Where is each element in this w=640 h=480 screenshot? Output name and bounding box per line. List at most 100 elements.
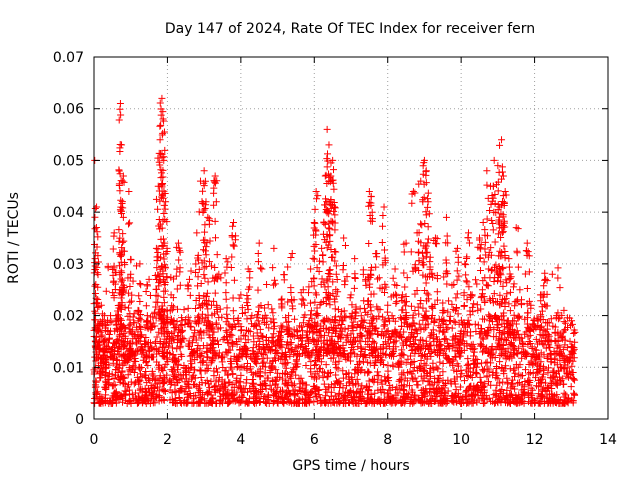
data-point [340, 392, 348, 400]
data-point [490, 278, 498, 286]
data-point [331, 392, 339, 400]
data-point [204, 213, 212, 221]
data-point [134, 307, 142, 315]
data-point [474, 359, 482, 367]
data-point [159, 179, 167, 187]
data-point [527, 359, 535, 367]
data-point [118, 323, 126, 331]
data-point [568, 348, 576, 356]
data-point [420, 159, 428, 167]
data-point [207, 324, 215, 332]
data-point [440, 335, 448, 343]
data-point [442, 399, 450, 407]
data-point [221, 385, 229, 393]
data-point [311, 219, 319, 227]
data-point [151, 322, 159, 330]
data-point [373, 353, 381, 361]
data-point [158, 385, 166, 393]
data-point [542, 275, 550, 283]
data-point [453, 267, 461, 275]
data-point [367, 201, 375, 209]
data-point [376, 284, 384, 292]
data-point [176, 281, 184, 289]
data-point [398, 346, 406, 354]
data-point [202, 297, 210, 305]
data-point [185, 319, 193, 327]
data-point [485, 348, 493, 356]
data-point [200, 271, 208, 279]
data-point [211, 263, 219, 271]
data-point [449, 341, 457, 349]
data-point [177, 337, 185, 345]
data-point [521, 366, 529, 374]
data-point [350, 284, 358, 292]
data-point [332, 262, 340, 270]
data-point [367, 193, 375, 201]
data-point [494, 187, 502, 195]
data-point [354, 367, 362, 375]
data-point [131, 351, 139, 359]
data-point [429, 273, 437, 281]
data-point [558, 311, 566, 319]
data-point [230, 276, 238, 284]
data-point [246, 328, 254, 336]
data-point [185, 393, 193, 401]
data-point [316, 327, 324, 335]
data-point [340, 347, 348, 355]
data-point [498, 363, 506, 371]
data-point [491, 313, 499, 321]
data-point [307, 265, 315, 273]
data-point [536, 362, 544, 370]
data-point [120, 329, 128, 337]
data-point [301, 349, 309, 357]
data-point [335, 389, 343, 397]
data-point [222, 295, 230, 303]
data-point [452, 294, 460, 302]
data-point [317, 327, 325, 335]
data-point [442, 256, 450, 264]
data-point [554, 315, 562, 323]
data-point [547, 355, 555, 363]
data-point [95, 327, 103, 335]
data-point [282, 359, 290, 367]
data-point [126, 282, 134, 290]
data-point [344, 324, 352, 332]
data-point [324, 157, 332, 165]
data-point [158, 94, 166, 102]
data-point [152, 394, 160, 402]
data-point [467, 390, 475, 398]
data-point [214, 352, 222, 360]
data-point [314, 337, 322, 345]
data-point [424, 189, 432, 197]
data-point [118, 141, 126, 149]
data-point [491, 311, 499, 319]
data-point [398, 334, 406, 342]
data-point [479, 399, 487, 407]
data-point [500, 201, 508, 209]
data-point [360, 352, 368, 360]
data-point [185, 337, 193, 345]
data-point [242, 351, 250, 359]
data-point [494, 277, 502, 285]
data-point [118, 269, 126, 277]
data-point [523, 285, 531, 293]
data-point [462, 277, 470, 285]
data-point [537, 337, 545, 345]
data-point [299, 331, 307, 339]
data-point [112, 394, 120, 402]
data-point [375, 312, 383, 320]
data-point [325, 224, 333, 232]
data-point [323, 373, 331, 381]
data-point [307, 358, 315, 366]
data-point [320, 331, 328, 339]
data-point [496, 141, 504, 149]
data-point [334, 288, 342, 296]
data-point [325, 141, 333, 149]
data-point [500, 370, 508, 378]
data-point [292, 371, 300, 379]
data-point [320, 318, 328, 326]
data-point [313, 346, 321, 354]
data-point [410, 340, 418, 348]
data-point [197, 280, 205, 288]
data-point [195, 312, 203, 320]
